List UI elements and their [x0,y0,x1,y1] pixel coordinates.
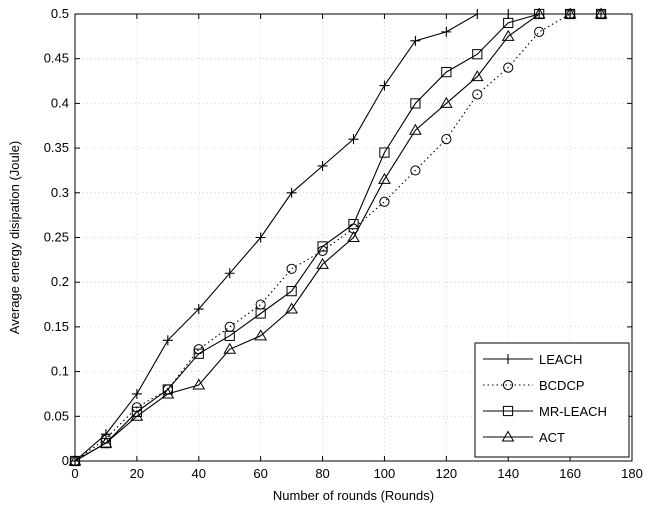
y-tick-label: 0.4 [51,95,69,110]
series-mr-leach-marker [224,330,235,341]
series-leach-marker [286,187,297,198]
series-act-marker [192,378,206,390]
legend-label-leach: LEACH [539,352,582,367]
series-mr-leach-marker [286,286,297,297]
y-tick-label: 0.5 [51,6,69,21]
x-tick-label: 0 [71,466,78,481]
series-bcdcp-marker [379,196,390,207]
y-axis-label: Average energy disipation (Joule) [7,141,22,334]
legend-label-mr-leach: MR-LEACH [539,404,607,419]
series-act-marker [594,7,608,19]
series-act-marker [68,454,82,466]
series-act-marker [532,7,546,19]
series-act-marker [130,409,144,421]
legend-bcdcp-marker [502,379,514,391]
legend-box [474,342,630,458]
y-tick-label: 0.2 [51,274,69,289]
x-tick-label: 120 [435,466,457,481]
x-tick-label: 20 [130,466,144,481]
series-leach-marker [410,35,421,46]
series-mr-leach-marker [379,147,390,158]
legend-mr-leach-marker [502,405,514,417]
series-leach-marker [131,388,142,399]
legend-label-bcdcp: BCDCP [539,378,585,393]
series-leach-marker [193,304,204,315]
series-mr-leach-marker [317,241,328,252]
series-mr-leach-marker [255,308,266,319]
legend-act-marker [501,430,515,442]
series-act-marker [285,302,298,314]
series-leach-marker [162,335,173,346]
x-tick-label: 140 [497,466,519,481]
series-act-marker [316,257,329,269]
series-act-marker [161,387,175,399]
legend-leach-marker [503,354,513,364]
series-mr-leach-marker [193,348,204,359]
series-leach-marker [255,232,266,243]
series-act-marker [347,231,360,242]
y-tick-label: 0 [62,453,69,468]
legend-label-act: ACT [539,430,565,445]
series-act-marker [501,29,515,41]
series-leach-marker [317,160,328,171]
y-tick-label: 0.25 [44,230,69,245]
series-mr-leach-marker [348,218,359,230]
series-line-bcdcp [74,13,602,462]
series-mr-leach-marker [441,67,452,78]
series-bcdcp-marker [441,134,452,145]
series-bcdcp-marker [503,62,514,73]
y-tick-label: 0.35 [44,140,69,155]
series-bcdcp-marker [286,263,297,274]
y-tick-label: 0.15 [44,319,69,334]
series-bcdcp-marker [472,89,483,100]
series-line-mr-leach [74,13,602,462]
x-tick-label: 60 [253,466,267,481]
series-leach-marker [224,268,235,279]
y-tick-label: 0.1 [51,364,69,379]
x-tick-label: 180 [621,466,643,481]
x-axis-label: Number of rounds (Rounds) [273,488,434,503]
series-leach-marker [441,26,452,37]
y-tick-label: 0.45 [44,51,69,66]
series-bcdcp-marker [534,26,545,37]
series-act-marker [99,436,113,448]
series-act-marker [470,70,484,82]
series-mr-leach-marker [410,98,421,109]
series-mr-leach-marker [472,49,483,60]
series-leach-marker [379,80,390,91]
series-act-marker [223,342,237,354]
series-leach-marker [348,134,359,145]
series-act-marker [439,96,453,108]
legend: LEACH BCDCP MR-LEACH ACT [474,342,630,458]
series-act-marker [409,123,422,135]
axis-ticks: 0 20 40 60 80 100 120 140 160 180 0 0.05 0.1 0.15 0.2 0… [44,6,643,481]
y-tick-label: 0.3 [51,185,69,200]
y-tick-label: 0.05 [44,408,69,423]
series-act [68,7,608,466]
series-act-marker [378,172,391,184]
series-act-marker [254,329,268,341]
x-tick-label: 40 [192,466,206,481]
x-tick-label: 100 [374,466,396,481]
series-bcdcp-marker [410,165,421,176]
x-tick-label: 80 [315,466,329,481]
x-tick-label: 160 [559,466,581,481]
